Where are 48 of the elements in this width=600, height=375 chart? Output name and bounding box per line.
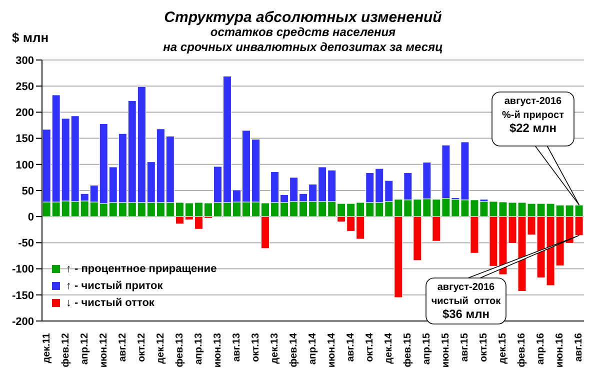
x-tick-label: июн.14 [326,332,338,368]
y-tick-label: 300 [16,54,34,67]
x-tick-label: авг.13 [231,332,242,362]
legend-label: ↑ - процентное приращение [66,262,217,274]
x-tick-label: дек.15 [498,332,509,364]
annotation: август-2016 чистый отток $36 млн [431,282,502,321]
x-tick-label: дек.14 [384,332,395,364]
x-tick-label: апр.14 [308,332,318,365]
y-tick-label: 0 [28,212,34,224]
x-tick-label: авг.14 [346,332,357,362]
y-tick-label: 50 [22,185,34,198]
chart-title: Структура абсолютных изменений [163,9,443,26]
x-tick-label: июн.13 [212,332,224,368]
x-tick-label: июн.16 [554,332,566,368]
x-tick-label: апр.13 [193,332,204,365]
y-axis-title: $ млн [12,30,49,45]
x-tick-label: июн.12 [98,332,110,368]
x-tick-label: фев.13 [174,332,186,368]
x-tick-label: фев.15 [402,332,414,368]
y-tick-label: 150 [16,133,34,146]
y-tick-label: -150 [12,290,34,302]
x-tick-label: фев.16 [516,332,528,368]
annotation: август-2016 %-й прирост $22 млн [502,96,564,135]
x-tick-label: авг.12 [117,332,128,362]
y-tick-label: 250 [16,81,34,94]
y-tick-label: -200 [12,316,34,328]
x-tick-label: апр.12 [79,332,90,365]
x-tick-label: апр.16 [536,332,547,365]
x-tick-label: окт.15 [478,332,490,362]
x-tick-label: авг.15 [460,332,471,362]
x-tick-label: окт.13 [250,332,262,362]
x-tick-label: окт.14 [364,332,376,362]
legend-label: ↓ - чистый отток [66,296,154,308]
x-tick-label: дек.13 [269,332,280,364]
y-tick-label: -100 [12,264,34,276]
x-tick-label: авг.16 [574,332,585,362]
legend-label: ↑ - чистый приток [66,280,163,292]
x-tick-label: фев.12 [60,332,72,368]
y-tick-label: 200 [16,107,34,120]
x-tick-label: июн.15 [440,332,452,368]
x-tick-label: окт.12 [136,332,148,362]
x-tick-label: апр.15 [422,332,433,365]
chart-subtitle: остатков средств населения на срочных инвалютных депозитах за месяц [162,25,444,55]
y-tick-label: -50 [18,238,34,250]
y-tick-label: 100 [16,159,34,172]
x-tick-label: дек.12 [155,332,166,364]
x-tick-label: дек.11 [41,332,52,364]
x-tick-label: фев.14 [288,332,300,368]
